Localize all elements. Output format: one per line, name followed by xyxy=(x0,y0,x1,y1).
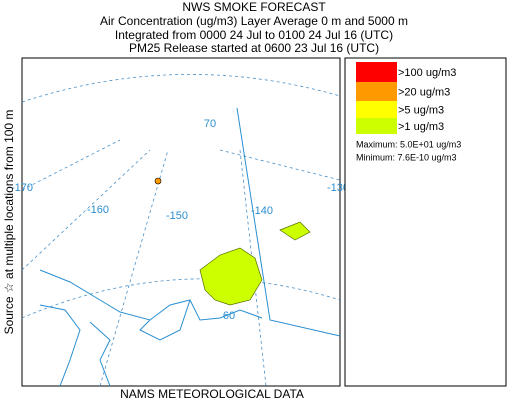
map-label: -150 xyxy=(166,210,188,222)
legend-label: >100 ug/m3 xyxy=(398,67,456,79)
legend-min: Minimum: 7.6E-10 ug/m3 xyxy=(356,152,457,162)
map-label: 60 xyxy=(223,310,235,322)
subtitle: PM25 Release started at 0600 23 Jul 16 (… xyxy=(129,41,379,55)
side-label: Source ☆ at multiple locations from 100 … xyxy=(2,110,16,335)
map-label: -170 xyxy=(11,182,33,194)
legend-swatch xyxy=(356,118,397,134)
legend-label: >5 ug/m3 xyxy=(398,104,444,116)
coastline xyxy=(39,107,341,387)
subtitle: Air Concentration (ug/m3) Layer Average … xyxy=(100,14,408,28)
map: 70 -170 -160 -150 -140 -130 60 xyxy=(11,57,349,387)
legend-swatch xyxy=(356,101,397,118)
legend: Maximum: 5.0E+01 ug/m3 Minimum: 7.6E-10 … xyxy=(344,57,507,387)
legend-max: Maximum: 5.0E+01 ug/m3 xyxy=(356,139,461,149)
footer: NAMS METEOROLOGICAL DATA xyxy=(120,387,304,401)
title: NWS SMOKE FORECAST xyxy=(182,0,326,14)
legend-label: >1 ug/m3 xyxy=(398,121,444,133)
map-label: -130 xyxy=(327,182,349,194)
map-frame xyxy=(21,57,341,387)
legend-swatch xyxy=(356,62,397,82)
legend-swatch xyxy=(356,82,397,101)
legend-label: >20 ug/m3 xyxy=(398,86,450,98)
map-label: -160 xyxy=(87,204,109,216)
grid-line xyxy=(21,74,341,103)
grid-line xyxy=(21,278,341,319)
smoke-source xyxy=(154,177,162,185)
map-label: 70 xyxy=(204,118,216,130)
grid-line xyxy=(21,139,341,387)
subtitle: Integrated from 0000 24 Jul to 0100 24 J… xyxy=(115,28,393,42)
smoke-area xyxy=(199,221,311,306)
map-label: -140 xyxy=(251,205,273,217)
